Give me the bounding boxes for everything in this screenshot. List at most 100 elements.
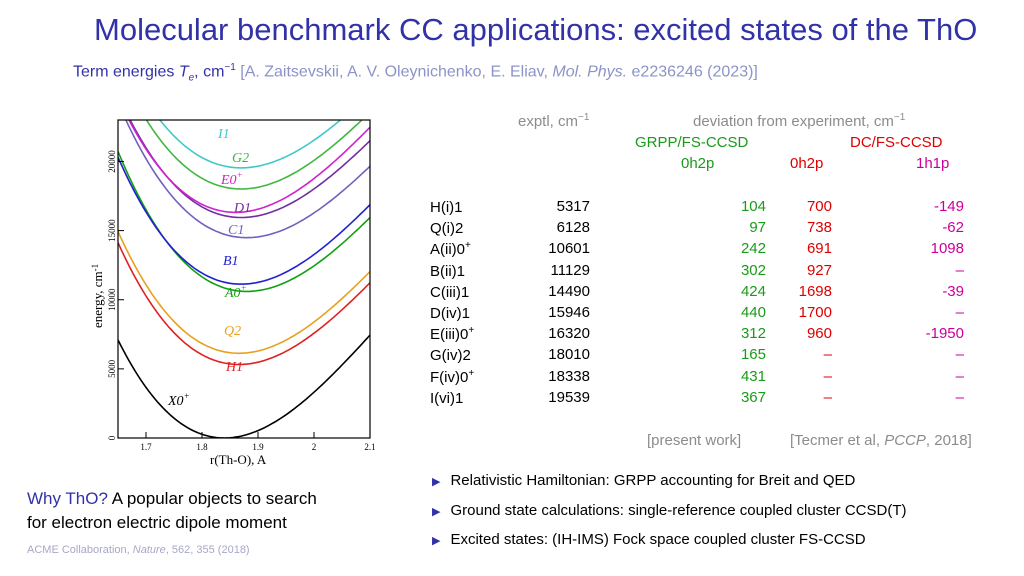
potential-energy-plot: 1.7 1.8 1.9 2 2.1 0 5000 10000 15000 20000 energy… xyxy=(90,119,376,467)
cell-state: E(iii)0+ xyxy=(430,325,475,344)
y-tick-label: 15000 xyxy=(107,219,117,242)
y-tick-label: 5000 xyxy=(107,359,117,378)
why-label: Why ThO? xyxy=(27,489,108,508)
cell-grpp: 165 xyxy=(740,346,766,364)
curve-label-b1: B1 xyxy=(223,254,239,269)
exptl-header: exptl, cm−1 xyxy=(518,112,590,130)
triangle-bullet-icon: ▶ xyxy=(432,476,441,488)
curve-q2 xyxy=(118,231,370,355)
cell-exptl: 10601 xyxy=(548,240,590,258)
curve-a0 xyxy=(118,151,370,293)
deviation-header: deviation from experiment, cm−1 xyxy=(693,112,906,130)
x-tick-label: 1.9 xyxy=(252,442,264,452)
y-tick-label: 0 xyxy=(107,435,117,440)
triangle-bullet-icon: ▶ xyxy=(432,535,441,547)
cell-exptl: 11129 xyxy=(550,261,591,279)
curve-b1 xyxy=(118,156,370,285)
col-grpp-0h2p: 0h2p xyxy=(681,155,715,172)
curve-label-e0: E0+ xyxy=(220,170,243,188)
cell-grpp: 431 xyxy=(740,367,766,385)
cell-grpp: 302 xyxy=(740,261,766,279)
term-symbol-sub: e xyxy=(188,72,195,84)
ref-authors: [A. Zaitsevskii, A. V. Oleynichenko, E. … xyxy=(240,63,548,81)
ref-rest: e2236246 (2023)] xyxy=(631,63,758,81)
present-work-note: [present work] xyxy=(647,432,742,449)
cell-dc0: 1700 xyxy=(798,304,832,321)
curve-x0 xyxy=(118,334,370,438)
subtitle-unit-sup: −1 xyxy=(224,62,236,73)
cell-dc0: – xyxy=(823,367,832,385)
cell-dc1: – xyxy=(955,346,964,364)
cell-exptl: 18010 xyxy=(548,346,590,364)
cell-exptl: 5317 xyxy=(556,198,590,215)
curve-e0 xyxy=(128,120,370,214)
curve-label-i1: I1 xyxy=(217,127,230,142)
cell-grpp: 440 xyxy=(740,304,766,321)
cell-dc1: -1950 xyxy=(925,325,964,343)
bullet-item: ▶ Excited states: (IH-IMS) Fock space cou… xyxy=(432,531,866,548)
bullet-item: ▶ Ground state calculations: single-refer… xyxy=(432,502,907,519)
cell-dc0: – xyxy=(823,346,832,364)
cell-dc0: 927 xyxy=(806,261,832,279)
cell-state: A(ii)0+ xyxy=(430,240,471,259)
cell-exptl: 18338 xyxy=(548,367,590,385)
grpp-header: GRPP/FS-CCSD xyxy=(635,134,749,151)
slide-subtitle: Term energies Te, cm−1 [A. Zaitsevskii, … xyxy=(73,62,758,84)
cell-grpp: 424 xyxy=(740,282,766,300)
curve-g2 xyxy=(145,120,363,190)
cell-dc1: 1098 xyxy=(930,240,964,258)
cell-dc1: – xyxy=(955,261,964,279)
cell-state: F(iv)0+ xyxy=(430,367,475,386)
triangle-bullet-icon: ▶ xyxy=(432,506,441,518)
term-symbol: T xyxy=(178,63,189,81)
subtitle-prefix: Term energies xyxy=(73,63,175,81)
curve-label-d1: D1 xyxy=(233,201,251,216)
cell-state: H(i)1 xyxy=(430,199,463,216)
tecmer-note: [Tecmer et al, PCCP, 2018] xyxy=(790,432,972,449)
x-axis-label: r(Th-O), A xyxy=(210,452,267,467)
cell-grpp: 97 xyxy=(749,219,766,237)
acme-citation: ACME Collaboration, Nature, 562, 355 (20… xyxy=(27,544,250,556)
cell-exptl: 6128 xyxy=(556,219,590,237)
ref-journal: Mol. Phys. xyxy=(552,63,628,81)
cell-dc0: 700 xyxy=(806,198,832,215)
cell-grpp: 367 xyxy=(740,388,766,406)
cell-state: C(iii)1 xyxy=(430,283,470,301)
slide-title: Molecular benchmark CC applications: exc… xyxy=(94,12,978,47)
cell-dc0: – xyxy=(823,388,832,406)
curve-label-c1: C1 xyxy=(228,223,244,238)
x-tick-label: 1.8 xyxy=(196,442,208,452)
col-dc-0h2p: 0h2p xyxy=(790,155,824,172)
curve-c1 xyxy=(125,120,370,239)
x-tick-label: 2 xyxy=(312,442,317,452)
curve-label-a0: A0+ xyxy=(224,283,247,301)
curve-h1 xyxy=(118,242,370,366)
cell-state: D(iv)1 xyxy=(430,305,470,322)
cell-dc0: 960 xyxy=(806,325,832,343)
x-tick-label: 2.1 xyxy=(364,442,375,452)
curve-label-g2: G2 xyxy=(232,151,249,166)
cell-dc1: – xyxy=(955,388,964,406)
cell-exptl: 15946 xyxy=(548,304,590,321)
cell-state: Q(i)2 xyxy=(430,220,464,238)
cell-dc1: – xyxy=(955,304,964,321)
cell-grpp: 242 xyxy=(740,240,766,258)
cell-dc1: -62 xyxy=(942,219,964,237)
bullet-item: ▶ Relativistic Hamiltonian: GRPP accounti… xyxy=(432,472,856,489)
subtitle-unit: , cm xyxy=(194,63,225,81)
cell-state: G(iv)2 xyxy=(430,347,471,365)
cell-exptl: 14490 xyxy=(548,282,590,300)
cell-dc0: 1698 xyxy=(798,282,832,300)
curve-label-q2: Q2 xyxy=(224,324,241,339)
why-tho-note: Why ThO? A popular objects to search for… xyxy=(27,489,317,532)
dc-header: DC/FS-CCSD xyxy=(850,134,943,151)
cell-dc0: 738 xyxy=(806,219,832,237)
curve-label-x0: X0+ xyxy=(167,391,190,409)
cell-dc0: 691 xyxy=(806,240,832,258)
x-tick-label: 1.7 xyxy=(140,442,152,452)
cell-grpp: 312 xyxy=(740,325,766,343)
cell-exptl: 16320 xyxy=(548,325,590,343)
cell-state: B(ii)1 xyxy=(430,262,466,280)
col-dc-1h1p: 1h1p xyxy=(916,155,950,172)
reference: [A. Zaitsevskii, A. V. Oleynichenko, E. … xyxy=(240,63,758,80)
